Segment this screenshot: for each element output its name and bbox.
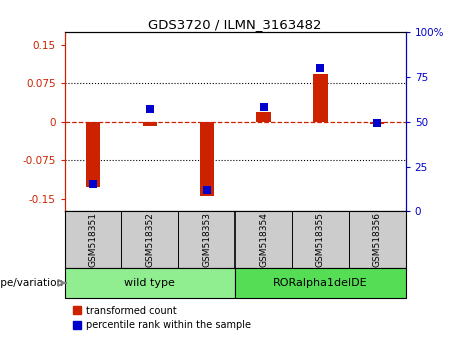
Text: wild type: wild type bbox=[124, 278, 175, 288]
Bar bbox=[370, 122, 384, 124]
Text: GSM518355: GSM518355 bbox=[316, 212, 325, 267]
Bar bbox=[313, 74, 327, 122]
Bar bbox=[86, 122, 100, 187]
FancyBboxPatch shape bbox=[235, 268, 406, 298]
Text: GSM518352: GSM518352 bbox=[145, 212, 154, 267]
Text: RORalpha1delDE: RORalpha1delDE bbox=[273, 278, 368, 288]
Bar bbox=[200, 122, 214, 196]
Legend: transformed count, percentile rank within the sample: transformed count, percentile rank withi… bbox=[70, 302, 255, 334]
Text: genotype/variation: genotype/variation bbox=[0, 278, 64, 288]
Text: GSM518356: GSM518356 bbox=[373, 212, 382, 267]
Bar bbox=[256, 113, 271, 122]
Text: GSM518354: GSM518354 bbox=[259, 212, 268, 267]
Bar bbox=[143, 122, 157, 126]
Text: GSM518351: GSM518351 bbox=[89, 212, 97, 267]
Text: GSM518353: GSM518353 bbox=[202, 212, 211, 267]
Title: GDS3720 / ILMN_3163482: GDS3720 / ILMN_3163482 bbox=[148, 18, 322, 31]
FancyBboxPatch shape bbox=[65, 268, 235, 298]
